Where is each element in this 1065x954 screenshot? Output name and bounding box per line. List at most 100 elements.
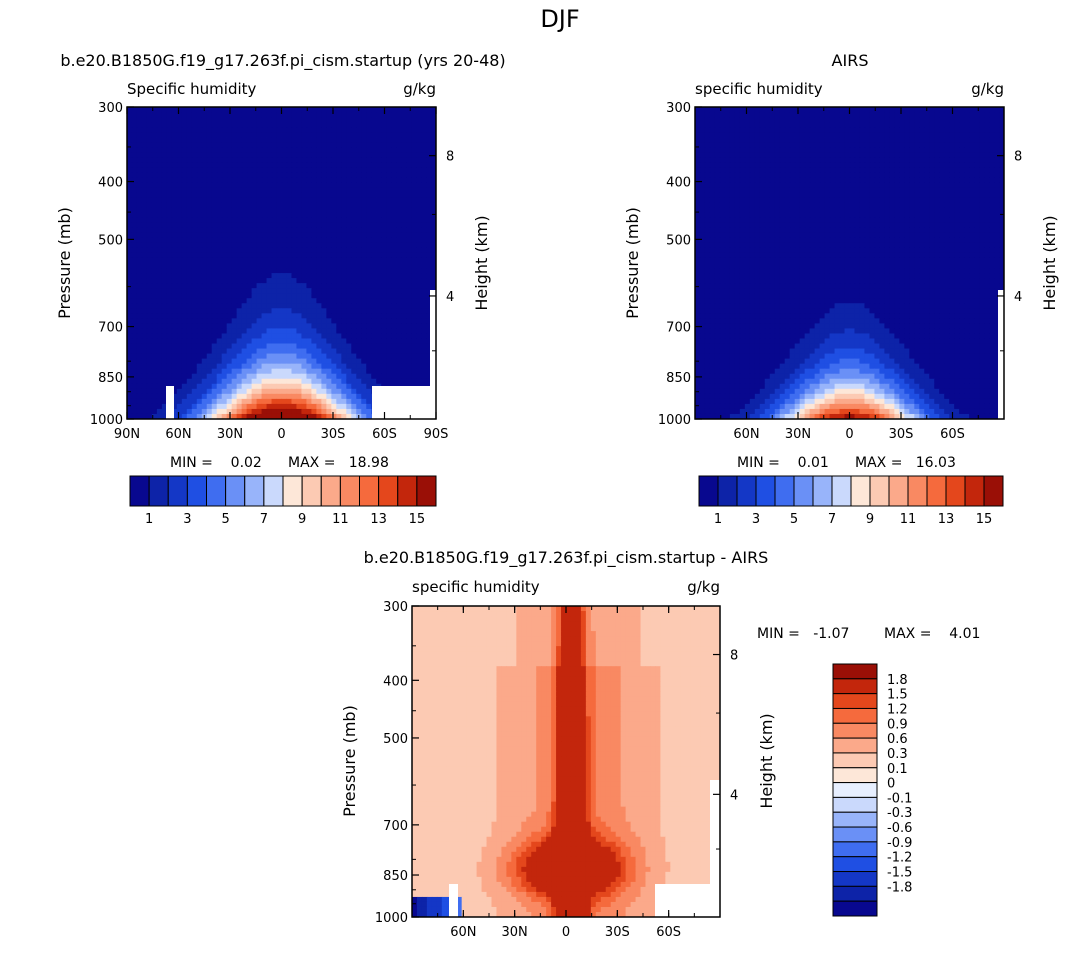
field-cell bbox=[944, 142, 950, 148]
field-cell bbox=[227, 132, 233, 138]
field-cell bbox=[242, 354, 248, 360]
field-cell bbox=[222, 283, 228, 289]
colorbar-swatch bbox=[226, 476, 245, 506]
field-cell bbox=[820, 127, 826, 133]
field-cell bbox=[361, 263, 367, 269]
field-cell bbox=[232, 384, 238, 390]
field-cell bbox=[984, 172, 990, 178]
field-cell bbox=[326, 338, 332, 344]
field-cell bbox=[197, 157, 203, 163]
field-cell bbox=[257, 338, 263, 344]
field-cell bbox=[316, 399, 322, 405]
field-cell bbox=[341, 107, 347, 113]
field-cell bbox=[326, 298, 332, 304]
field-cell bbox=[301, 228, 307, 234]
field-cell bbox=[396, 203, 402, 209]
field-cell bbox=[182, 122, 188, 128]
field-cell bbox=[361, 384, 367, 390]
field-cell bbox=[252, 293, 258, 299]
field-cell bbox=[282, 349, 288, 355]
field-cell bbox=[421, 318, 427, 324]
field-cell bbox=[346, 318, 352, 324]
y-tick-label: 850 bbox=[98, 371, 123, 386]
field-cell bbox=[411, 318, 417, 324]
field-cell bbox=[127, 172, 133, 178]
field-cell bbox=[172, 137, 178, 143]
field-cell bbox=[286, 147, 292, 153]
field-cell bbox=[152, 193, 158, 199]
field-cell bbox=[366, 228, 372, 234]
field-cell bbox=[336, 298, 342, 304]
field-cell bbox=[321, 188, 327, 194]
field-cell bbox=[257, 157, 263, 163]
field-cell bbox=[262, 338, 268, 344]
field-cell bbox=[177, 268, 183, 274]
field-cell bbox=[371, 112, 377, 118]
field-cell bbox=[162, 218, 168, 224]
field-cell bbox=[207, 182, 213, 188]
field-cell bbox=[800, 117, 806, 123]
field-cell bbox=[267, 263, 273, 269]
field-cell bbox=[227, 344, 233, 350]
field-cell bbox=[182, 273, 188, 279]
field-cell bbox=[162, 338, 168, 344]
field-cell bbox=[187, 208, 193, 214]
field-cell bbox=[267, 107, 273, 113]
field-cell bbox=[386, 253, 392, 259]
field-cell bbox=[899, 122, 905, 128]
field-cell bbox=[152, 404, 158, 410]
field-cell bbox=[381, 152, 387, 158]
field-cell bbox=[142, 162, 148, 168]
field-cell bbox=[775, 142, 781, 148]
field-cell bbox=[371, 379, 377, 385]
field-cell bbox=[336, 238, 342, 244]
field-cell bbox=[934, 182, 940, 188]
field-cell bbox=[301, 359, 307, 365]
field-cell bbox=[979, 177, 985, 183]
field-cell bbox=[301, 248, 307, 254]
field-cell bbox=[770, 137, 776, 143]
field-cell bbox=[366, 188, 372, 194]
field-cell bbox=[311, 293, 317, 299]
field-cell bbox=[745, 188, 751, 194]
field-cell bbox=[142, 384, 148, 390]
field-cell bbox=[346, 288, 352, 294]
field-cell bbox=[326, 349, 332, 355]
field-cell bbox=[859, 188, 865, 194]
field-cell bbox=[336, 213, 342, 219]
field-cell bbox=[257, 293, 263, 299]
field-cell bbox=[351, 117, 357, 123]
field-cell bbox=[356, 409, 362, 415]
field-cell bbox=[286, 213, 292, 219]
field-cell bbox=[864, 107, 870, 113]
field-cell bbox=[346, 399, 352, 405]
field-cell bbox=[217, 157, 223, 163]
field-cell bbox=[291, 374, 297, 380]
field-cell bbox=[406, 208, 412, 214]
field-cell bbox=[715, 132, 721, 138]
field-cell bbox=[282, 344, 288, 350]
field-cell bbox=[177, 404, 183, 410]
field-cell bbox=[137, 213, 143, 219]
field-cell bbox=[979, 127, 985, 133]
field-cell bbox=[795, 117, 801, 123]
field-cell bbox=[750, 147, 756, 153]
field-cell bbox=[790, 142, 796, 148]
field-cell bbox=[336, 409, 342, 415]
field-cell bbox=[840, 122, 846, 128]
field-cell bbox=[267, 384, 273, 390]
field-cell bbox=[386, 152, 392, 158]
field-cell bbox=[421, 213, 427, 219]
field-cell bbox=[780, 177, 786, 183]
field-cell bbox=[192, 203, 198, 209]
field-cell bbox=[217, 273, 223, 279]
field-cell bbox=[396, 177, 402, 183]
field-cell bbox=[232, 298, 238, 304]
field-cell bbox=[127, 258, 133, 264]
field-cell bbox=[142, 137, 148, 143]
field-cell bbox=[291, 384, 297, 390]
field-cell bbox=[376, 278, 382, 284]
field-cell bbox=[182, 258, 188, 264]
field-cell bbox=[277, 344, 283, 350]
field-cell bbox=[267, 308, 273, 314]
